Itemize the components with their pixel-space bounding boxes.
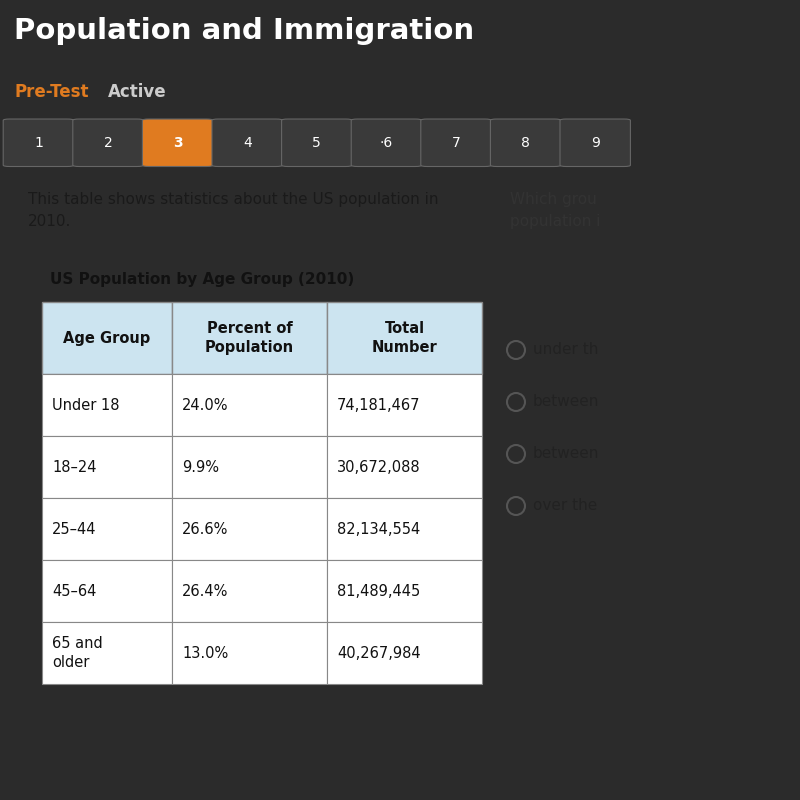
- Text: ·6: ·6: [380, 136, 393, 150]
- Text: under th: under th: [533, 342, 598, 358]
- Bar: [42, 622, 172, 684]
- Text: 26.4%: 26.4%: [182, 583, 228, 598]
- Text: between: between: [533, 394, 599, 410]
- Text: 45–64: 45–64: [52, 583, 96, 598]
- Text: 4: 4: [243, 136, 251, 150]
- Bar: [172, 374, 327, 436]
- FancyBboxPatch shape: [490, 119, 561, 166]
- Bar: [327, 498, 482, 560]
- Text: 9: 9: [590, 136, 600, 150]
- FancyBboxPatch shape: [282, 119, 352, 166]
- FancyBboxPatch shape: [421, 119, 491, 166]
- Text: 18–24: 18–24: [52, 459, 97, 474]
- FancyBboxPatch shape: [3, 119, 74, 166]
- FancyBboxPatch shape: [73, 119, 143, 166]
- FancyBboxPatch shape: [351, 119, 422, 166]
- Text: 40,267,984: 40,267,984: [337, 646, 421, 661]
- Text: over the: over the: [533, 498, 598, 514]
- Text: Population and Immigration: Population and Immigration: [14, 18, 474, 45]
- Text: Which grou
population i: Which grou population i: [510, 192, 601, 230]
- Text: Percent of
Population: Percent of Population: [205, 321, 294, 355]
- Text: Under 18: Under 18: [52, 398, 119, 413]
- Text: 9.9%: 9.9%: [182, 459, 219, 474]
- Bar: [327, 622, 482, 684]
- Text: 74,181,467: 74,181,467: [337, 398, 421, 413]
- Text: 5: 5: [313, 136, 321, 150]
- Text: Age Group: Age Group: [63, 330, 150, 346]
- Bar: [172, 302, 327, 374]
- Text: between: between: [533, 446, 599, 462]
- Bar: [42, 374, 172, 436]
- Text: 13.0%: 13.0%: [182, 646, 228, 661]
- Bar: [172, 498, 327, 560]
- Text: This table shows statistics about the US population in
2010.: This table shows statistics about the US…: [28, 192, 438, 230]
- Bar: [42, 498, 172, 560]
- Text: 65 and
older: 65 and older: [52, 636, 102, 670]
- Text: 8: 8: [521, 136, 530, 150]
- Bar: [172, 622, 327, 684]
- Bar: [42, 436, 172, 498]
- Text: US Population by Age Group (2010): US Population by Age Group (2010): [50, 272, 354, 287]
- Bar: [42, 302, 172, 374]
- Text: 1: 1: [34, 136, 43, 150]
- FancyBboxPatch shape: [212, 119, 282, 166]
- Bar: [327, 374, 482, 436]
- FancyBboxPatch shape: [560, 119, 630, 166]
- Text: Total
Number: Total Number: [372, 321, 438, 355]
- Bar: [327, 436, 482, 498]
- Bar: [172, 436, 327, 498]
- Text: 24.0%: 24.0%: [182, 398, 229, 413]
- Bar: [42, 560, 172, 622]
- Text: 3: 3: [173, 136, 182, 150]
- FancyBboxPatch shape: [142, 119, 213, 166]
- Text: 81,489,445: 81,489,445: [337, 583, 420, 598]
- Bar: [327, 560, 482, 622]
- Text: Pre-Test: Pre-Test: [14, 82, 89, 101]
- Text: 25–44: 25–44: [52, 522, 97, 537]
- Text: 7: 7: [452, 136, 460, 150]
- Text: 82,134,554: 82,134,554: [337, 522, 420, 537]
- Text: 30,672,088: 30,672,088: [337, 459, 421, 474]
- Text: Active: Active: [108, 82, 166, 101]
- Text: 26.6%: 26.6%: [182, 522, 228, 537]
- Bar: [327, 302, 482, 374]
- Bar: [172, 560, 327, 622]
- Text: 2: 2: [104, 136, 112, 150]
